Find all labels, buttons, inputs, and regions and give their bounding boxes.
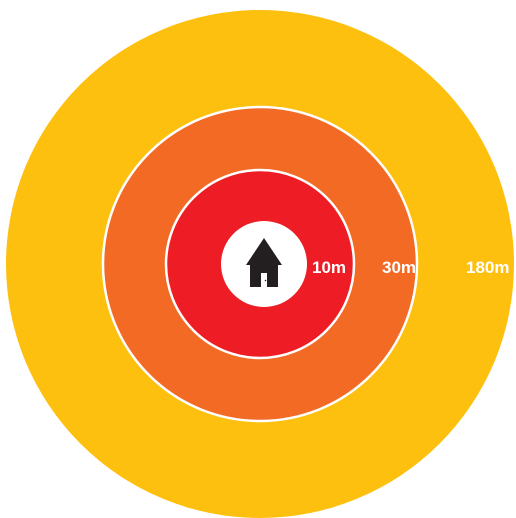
- zone-30m-label: 30m: [382, 258, 416, 277]
- house-icon: [246, 238, 282, 287]
- zone-180m-label: 180m: [466, 258, 509, 277]
- zone-10m-label: 10m: [312, 258, 346, 277]
